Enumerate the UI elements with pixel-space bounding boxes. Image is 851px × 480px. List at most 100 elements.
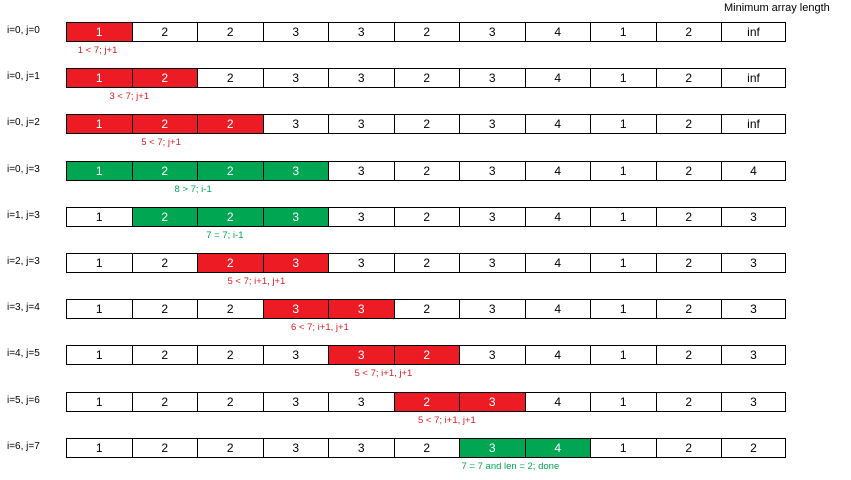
- array-cell: 1: [66, 345, 133, 366]
- array-cell: 2: [655, 253, 722, 273]
- array-cell: 3: [328, 299, 395, 320]
- array-cell: 2: [197, 206, 264, 227]
- array-cell: 1: [66, 160, 133, 181]
- step-note: 7 = 7; i-1: [206, 229, 244, 241]
- array-cell: 2: [393, 299, 460, 320]
- array-cell: 1: [590, 437, 657, 458]
- array-cell: 2: [197, 22, 264, 42]
- array-cell: 3: [262, 345, 329, 366]
- array-cell: 3: [328, 437, 395, 458]
- array-cell: 2: [197, 160, 264, 181]
- array-cell: 2: [655, 68, 722, 89]
- array-cell: 2: [131, 114, 198, 135]
- array-cell: 2: [131, 391, 198, 412]
- array-cell: 2: [197, 345, 264, 366]
- min-length-value: 3: [721, 299, 786, 320]
- array-cell: 3: [459, 206, 526, 227]
- step-note: 6 < 7; i+1, j+1: [291, 322, 349, 334]
- array-cell: 2: [393, 391, 460, 412]
- array-cell: 1: [66, 68, 133, 89]
- array-cell: 2: [131, 437, 198, 458]
- array-cell: 2: [655, 391, 722, 412]
- step-note: 5 < 7; i+1, j+1: [354, 368, 413, 380]
- step-label: i=1, j=3: [7, 209, 40, 221]
- array-cell: 3: [328, 253, 395, 273]
- array-cell: 3: [262, 22, 329, 42]
- min-length-value: 3: [721, 206, 786, 227]
- step-label: i=2, j=3: [7, 256, 40, 267]
- array-cell: 4: [524, 437, 591, 458]
- step-note: 5 < 7; j+1: [141, 137, 181, 149]
- array-cell: 2: [131, 68, 198, 89]
- array-cell: 3: [459, 299, 526, 320]
- step-row: i=0, j=3 1 2 2 3 3 2 3 4 1 2 4 8 > 7; i-1: [0, 160, 851, 195]
- step-label: i=0, j=1: [7, 71, 40, 83]
- array-cell: 2: [655, 22, 722, 42]
- array-cell: 2: [131, 22, 198, 42]
- array-cell: 2: [197, 391, 264, 412]
- array-cell: 2: [197, 437, 264, 458]
- array-cell: 4: [524, 345, 591, 366]
- step-note: 1 < 7; j+1: [77, 45, 118, 56]
- array-cell: 1: [590, 114, 657, 135]
- minimum-array-length-header: Minimum array length: [724, 2, 830, 14]
- array-cell: 1: [590, 345, 657, 366]
- array-cell: 3: [459, 391, 526, 412]
- array-cell: 2: [131, 206, 198, 227]
- array-cell: 2: [393, 160, 460, 181]
- array-cell: 2: [393, 206, 460, 227]
- array-cell: 2: [131, 299, 198, 320]
- step-row: i=3, j=4 1 2 2 3 3 2 3 4 1 2 3 6 < 7; i+1, j+1: [0, 299, 851, 333]
- step-row: i=4, j=5 1 2 2 3 3 2 3 4 1 2 3 5 < 7; i+1, j+1: [0, 345, 851, 379]
- array-cell: 2: [393, 437, 460, 458]
- array-cell: 3: [459, 160, 526, 181]
- step-note: 3 < 7; j+1: [109, 91, 150, 103]
- array-cell: 3: [262, 391, 329, 412]
- array-cell: 3: [328, 114, 395, 135]
- min-length-value: inf: [721, 114, 786, 135]
- array-cell: 4: [524, 299, 591, 320]
- array-cell: 4: [524, 253, 591, 273]
- step-row: i=0, j=2 1 2 2 3 3 2 3 4 1 2 inf 5 < 7; j+1: [0, 114, 851, 148]
- array-cell: 2: [393, 68, 460, 89]
- step-row: i=2, j=3 1 2 2 3 3 2 3 4 1 2 3 5 < 7; i+1, j+1: [0, 253, 851, 287]
- step-label: i=0, j=0: [7, 25, 40, 36]
- array-cell: 3: [262, 299, 329, 320]
- step-note: 5 < 7; i+1, j+1: [418, 414, 476, 426]
- array-cell: 1: [66, 391, 133, 412]
- array-cell: 3: [262, 114, 329, 135]
- array-cell: 3: [328, 206, 395, 227]
- array-cell: 3: [459, 68, 526, 89]
- array-cell: 2: [131, 345, 198, 366]
- array-cell: 1: [66, 299, 133, 320]
- array-cell: 1: [66, 437, 133, 458]
- array-cell: 3: [328, 160, 395, 181]
- array-cell: 4: [524, 22, 591, 42]
- array-cell: 1: [590, 160, 657, 181]
- array-cell: 2: [197, 68, 264, 89]
- array-cell: 4: [524, 68, 591, 89]
- array-cell: 3: [328, 22, 395, 42]
- step-label: i=3, j=4: [7, 302, 40, 314]
- step-row: i=5, j=6 1 2 2 3 3 2 3 4 1 2 3 5 < 7; i+1, j+1: [0, 391, 851, 426]
- min-length-value: 2: [721, 437, 786, 458]
- array-cell: 3: [459, 114, 526, 135]
- min-length-value: 3: [721, 391, 786, 412]
- array-cell: 2: [393, 345, 460, 366]
- array-cell: 1: [66, 114, 133, 135]
- min-length-value: inf: [721, 68, 786, 89]
- step-row: i=0, j=1 1 2 2 3 3 2 3 4 1 2 inf 3 < 7; j+1: [0, 68, 851, 102]
- min-length-value: 4: [721, 160, 786, 181]
- array-cell: 1: [66, 22, 133, 42]
- array-cell: 3: [459, 437, 526, 458]
- array-cell: 1: [590, 22, 657, 42]
- array-cell: 3: [262, 160, 329, 181]
